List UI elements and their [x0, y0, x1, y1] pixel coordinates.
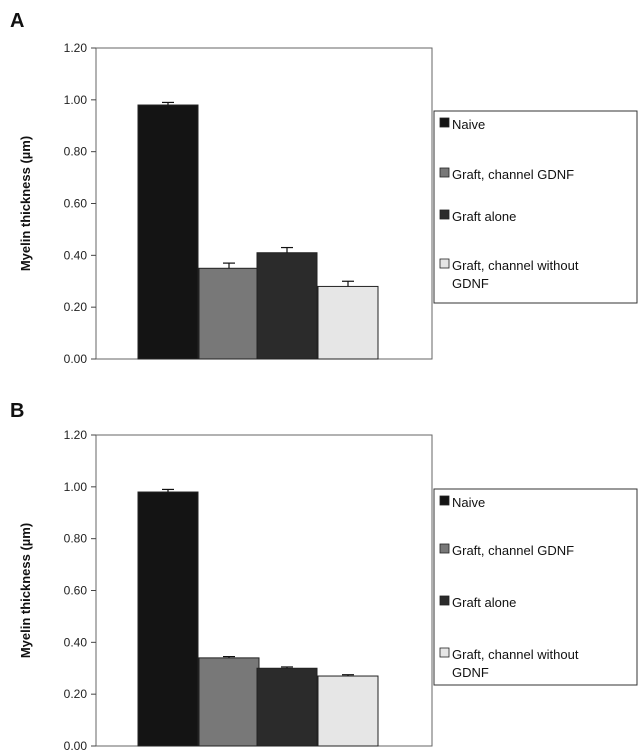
legend-label-3: Graft alone — [452, 595, 516, 610]
y-tick-label: 0.60 — [64, 584, 88, 598]
y-tick-label: 0.00 — [64, 739, 88, 753]
panel-label: A — [10, 10, 24, 32]
bar-4 — [317, 285, 379, 360]
bar-3 — [256, 252, 318, 360]
y-tick-label: 0.80 — [64, 145, 88, 159]
legend-label-4: Graft, channel without GDNF — [452, 258, 579, 291]
bar-2 — [198, 267, 260, 360]
bar-1 — [137, 104, 199, 360]
legend-label-3: Graft alone — [452, 209, 516, 224]
legend-swatch-3 — [439, 595, 450, 606]
y-tick-label: 0.00 — [64, 352, 88, 366]
y-tick-label: 0.20 — [64, 687, 88, 701]
legend-label-1: Naive — [452, 117, 485, 132]
y-tick-label: 0.20 — [64, 300, 88, 314]
legend-swatch-3 — [439, 209, 450, 220]
legend-label-4: Graft, channel without GDNF — [452, 647, 579, 680]
legend-swatch-1 — [439, 117, 450, 128]
legend-box — [433, 110, 638, 304]
legend-label-2: Graft, channel GDNF — [452, 167, 574, 182]
legend-label-2: Graft, channel GDNF — [452, 543, 574, 558]
bar-4 — [317, 675, 379, 747]
y-tick-label: 0.40 — [64, 635, 88, 649]
legend-swatch-1 — [439, 495, 450, 506]
panel-label: B — [10, 400, 24, 422]
bar-2 — [198, 657, 260, 747]
y-tick-label: 0.60 — [64, 197, 88, 211]
legend-swatch-2 — [439, 167, 450, 178]
y-tick-label: 0.40 — [64, 248, 88, 262]
legend-box — [433, 488, 638, 686]
y-tick-label: 0.80 — [64, 532, 88, 546]
legend-swatch-4 — [439, 647, 450, 658]
y-tick-label: 1.00 — [64, 93, 88, 107]
bar-3 — [256, 667, 318, 747]
y-tick-label: 1.00 — [64, 480, 88, 494]
y-tick-label: 1.20 — [64, 41, 88, 55]
chart-panel-a: A 0.00 0.20 0.40 0.60 0.80 1.00 1.20 Myelin thic… — [10, 10, 638, 366]
legend-label-1: Naive — [452, 495, 485, 510]
legend-swatch-4 — [439, 258, 450, 269]
y-axis-label: Myelin thickness (µm) — [18, 136, 33, 271]
y-tick-label: 1.20 — [64, 428, 88, 442]
legend-swatch-2 — [439, 543, 450, 554]
bar-1 — [137, 491, 199, 747]
y-axis-label: Myelin thickness (µm) — [18, 523, 33, 658]
chart-panel-b: B 0.00 0.20 0.40 0.60 0.80 1.00 1.20 Myelin thic… — [10, 400, 638, 753]
